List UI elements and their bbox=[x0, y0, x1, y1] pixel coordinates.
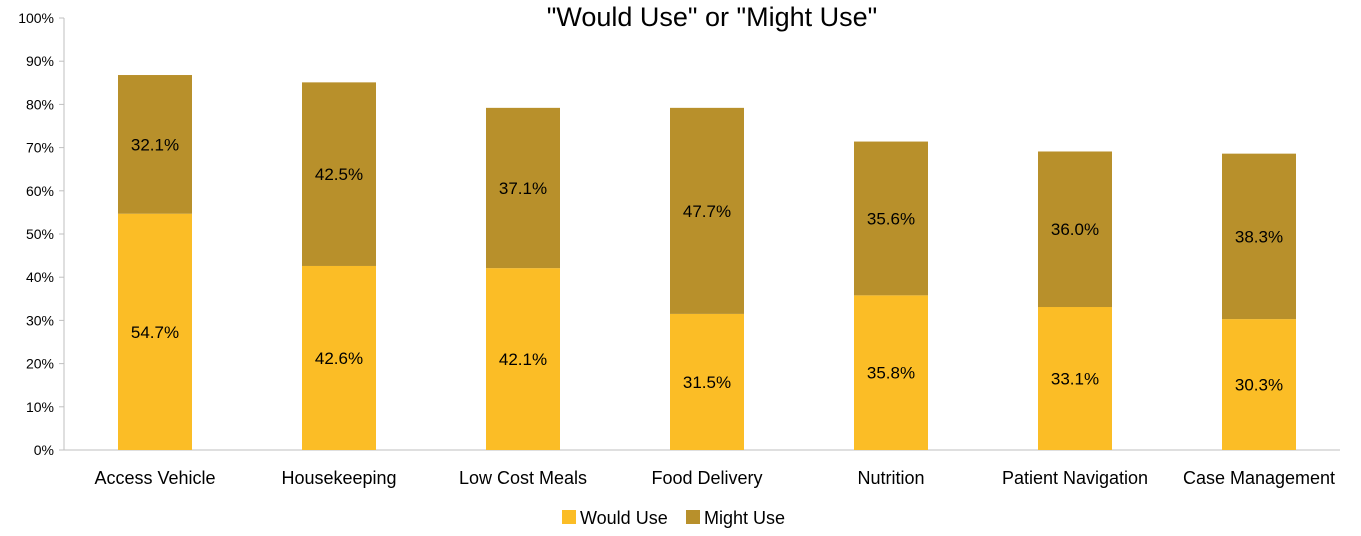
bar-would-use-patient-navigation bbox=[1038, 307, 1112, 450]
x-tick-label: Food Delivery bbox=[651, 468, 762, 488]
y-axis-ticks: 0% 10% 20% 30% 40% 50% 60% 70% 80% 90% 100% bbox=[18, 10, 64, 458]
y-tick-label: 0% bbox=[34, 442, 54, 458]
bar-would-use-case-management bbox=[1222, 319, 1296, 450]
bar-might-use-low-cost-meals bbox=[486, 107, 560, 269]
data-label-would-use: 30.3% bbox=[1235, 376, 1283, 395]
data-label-would-use: 42.6% bbox=[315, 349, 363, 368]
data-label-would-use: 35.8% bbox=[867, 364, 915, 383]
x-tick-label: Access Vehicle bbox=[94, 468, 215, 488]
data-label-might-use: 36.0% bbox=[1051, 220, 1099, 239]
y-tick-label: 70% bbox=[26, 140, 54, 156]
legend-swatch-might-use bbox=[686, 510, 700, 524]
y-tick-label: 20% bbox=[26, 356, 54, 372]
data-label-would-use: 33.1% bbox=[1051, 370, 1099, 389]
y-tick-label: 30% bbox=[26, 312, 54, 328]
legend: Would Use Might Use bbox=[562, 508, 785, 528]
bar-would-use-food-delivery bbox=[670, 313, 744, 450]
y-tick-label: 100% bbox=[18, 10, 54, 26]
data-label-would-use: 31.5% bbox=[683, 373, 731, 392]
x-tick-label: Low Cost Meals bbox=[459, 468, 587, 488]
y-tick-label: 90% bbox=[26, 53, 54, 69]
chart-title: "Would Use" or "Might Use" bbox=[547, 2, 877, 32]
x-axis-labels: Access Vehicle Housekeeping Low Cost Meals… bbox=[94, 468, 1335, 488]
data-label-would-use: 42.1% bbox=[499, 350, 547, 369]
bar-might-use-housekeeping bbox=[302, 82, 376, 266]
x-tick-label: Nutrition bbox=[857, 468, 924, 488]
bar-would-use-nutrition bbox=[854, 295, 928, 450]
y-tick-label: 10% bbox=[26, 399, 54, 415]
data-label-might-use: 37.1% bbox=[499, 179, 547, 198]
bar-would-use-housekeeping bbox=[302, 265, 376, 450]
bar-might-use-nutrition bbox=[854, 141, 928, 296]
bar-would-use-low-cost-meals bbox=[486, 268, 560, 450]
x-tick-label: Housekeeping bbox=[281, 468, 396, 488]
bar-might-use-access-vehicle bbox=[118, 75, 192, 214]
x-tick-label: Patient Navigation bbox=[1002, 468, 1148, 488]
bar-would-use-access-vehicle bbox=[118, 213, 192, 450]
data-label-would-use: 54.7% bbox=[131, 323, 179, 342]
data-label-might-use: 38.3% bbox=[1235, 227, 1283, 246]
x-tick-label: Case Management bbox=[1183, 468, 1335, 488]
data-label-might-use: 35.6% bbox=[867, 209, 915, 228]
legend-label-would-use: Would Use bbox=[580, 508, 668, 528]
y-tick-label: 60% bbox=[26, 183, 54, 199]
data-label-might-use: 47.7% bbox=[683, 202, 731, 221]
bar-might-use-food-delivery bbox=[670, 107, 744, 314]
bars-group: 54.7% 32.1% 42.6% 42.5% 42.1% 37.1% 31.5% 47.7%… bbox=[118, 75, 1296, 450]
y-tick-label: 80% bbox=[26, 96, 54, 112]
data-label-might-use: 42.5% bbox=[315, 165, 363, 184]
data-label-might-use: 32.1% bbox=[131, 135, 179, 154]
y-tick-label: 40% bbox=[26, 269, 54, 285]
y-tick-label: 50% bbox=[26, 226, 54, 242]
bar-might-use-patient-navigation bbox=[1038, 151, 1112, 308]
bar-might-use-case-management bbox=[1222, 153, 1296, 320]
legend-label-might-use: Might Use bbox=[704, 508, 785, 528]
legend-swatch-would-use bbox=[562, 510, 576, 524]
